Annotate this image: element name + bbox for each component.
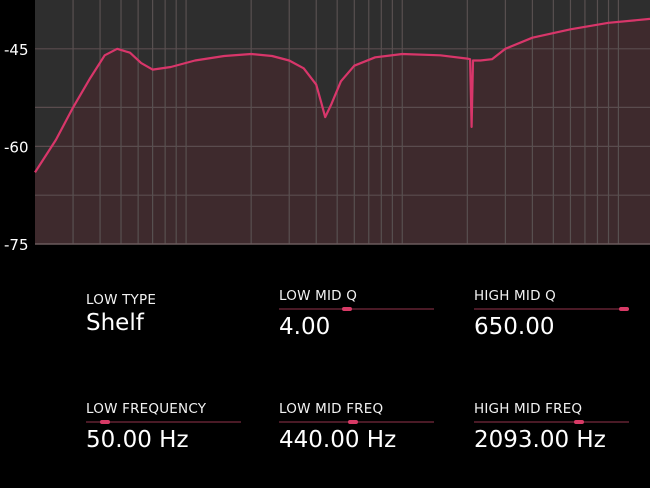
response-curve <box>34 17 650 173</box>
slider-low-mid-freq[interactable] <box>279 420 434 424</box>
param-label: LOW FREQUENCY <box>86 401 207 417</box>
param-value: 50.00 Hz <box>86 427 189 453</box>
y-tick-label: -60 <box>4 138 29 156</box>
slider-high-mid-freq[interactable] <box>474 420 629 424</box>
slider-high-mid-q[interactable] <box>474 307 630 311</box>
param-value: 2093.00 Hz <box>474 427 606 453</box>
param-label: LOW MID FREQ <box>279 401 384 417</box>
param-high-mid-q: HIGH MID Q 650.00 <box>474 288 630 340</box>
slider-low-frequency[interactable] <box>86 420 241 424</box>
param-label: LOW MID Q <box>279 288 358 304</box>
slider-thumb[interactable] <box>619 307 630 311</box>
param-low-mid-freq: LOW MID FREQ 440.00 Hz <box>279 401 434 453</box>
y-tick-label: -45 <box>4 41 29 59</box>
param-value: 4.00 <box>279 314 331 340</box>
slider-thumb[interactable] <box>342 307 353 311</box>
param-high-mid-freq: HIGH MID FREQ 2093.00 Hz <box>474 401 629 453</box>
param-low-type[interactable]: LOW TYPE Shelf <box>86 292 241 336</box>
param-label: HIGH MID FREQ <box>474 401 583 417</box>
param-label: LOW TYPE <box>86 292 157 308</box>
response-fill <box>35 18 650 245</box>
param-low-mid-q: LOW MID Q 4.00 <box>279 288 434 340</box>
param-value: 650.00 <box>474 314 555 340</box>
slider-low-mid-q[interactable] <box>279 307 434 311</box>
eq-response-chart[interactable]: -45 -60 -75 <box>0 0 650 250</box>
slider-thumb[interactable] <box>348 420 359 424</box>
slider-thumb[interactable] <box>574 420 585 424</box>
param-value: Shelf <box>86 310 144 336</box>
param-low-frequency: LOW FREQUENCY 50.00 Hz <box>86 401 241 453</box>
slider-thumb[interactable] <box>99 420 110 424</box>
param-label: HIGH MID Q <box>474 288 556 304</box>
param-value: 440.00 Hz <box>279 427 397 453</box>
y-tick-label: -75 <box>4 236 29 250</box>
